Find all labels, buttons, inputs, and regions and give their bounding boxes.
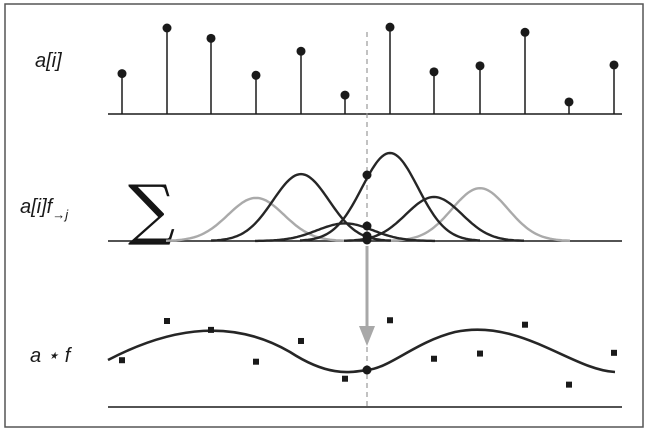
scatter-point — [522, 321, 528, 328]
sample-scatter-group — [119, 317, 617, 388]
kernel-sample-dot — [362, 235, 372, 245]
scatter-point — [477, 350, 483, 357]
scatter-point — [387, 317, 393, 324]
sample-stems-group — [117, 22, 619, 114]
arrow-head — [359, 326, 375, 346]
weighted-kernel-light — [165, 196, 347, 242]
scatter-point — [342, 375, 348, 382]
scatter-point — [208, 326, 214, 333]
sample-stem-head — [162, 23, 172, 33]
weighted-kernel-dark — [299, 151, 481, 242]
scatter-point — [164, 318, 170, 324]
weighted-kernel-dark — [344, 195, 524, 242]
scatter-point — [566, 381, 572, 388]
kernel-intersection-dots — [362, 170, 372, 245]
scatter-point — [611, 349, 617, 356]
kernel-sample-dot — [362, 221, 372, 231]
sample-stem-head — [564, 97, 574, 107]
sample-stem-head — [340, 90, 350, 100]
sample-stem-head — [117, 69, 127, 79]
scatter-point — [298, 337, 304, 344]
sample-stem-head — [429, 67, 439, 77]
label-convolution: a ⋆ f — [30, 345, 73, 367]
sample-stem-head — [251, 70, 261, 80]
convolution-result-curve — [107, 328, 616, 374]
sample-stem-head — [475, 61, 485, 71]
kernel-sample-dot — [362, 170, 372, 180]
dark-kernel-curves — [210, 151, 524, 243]
weighted-kernel-dark — [210, 172, 392, 242]
figure-frame — [4, 3, 644, 428]
label-weighted-kernels: a[i]f→j — [20, 196, 69, 222]
summation-symbol: ∑ — [128, 171, 175, 248]
sample-stem-head — [385, 22, 395, 32]
weighted-kernel-dark — [255, 222, 435, 243]
result-point-current — [362, 365, 372, 375]
weighted-kernel-light — [389, 186, 571, 242]
sample-stem-head — [296, 46, 306, 56]
scatter-point — [431, 355, 437, 362]
sample-stem-head — [609, 60, 619, 70]
light-kernel-curves — [165, 186, 571, 242]
sample-stem-head — [520, 27, 530, 37]
sample-stem-head — [206, 33, 216, 43]
scatter-point — [119, 357, 125, 364]
label-samples: a[i] — [35, 50, 62, 72]
scatter-point — [253, 358, 259, 365]
